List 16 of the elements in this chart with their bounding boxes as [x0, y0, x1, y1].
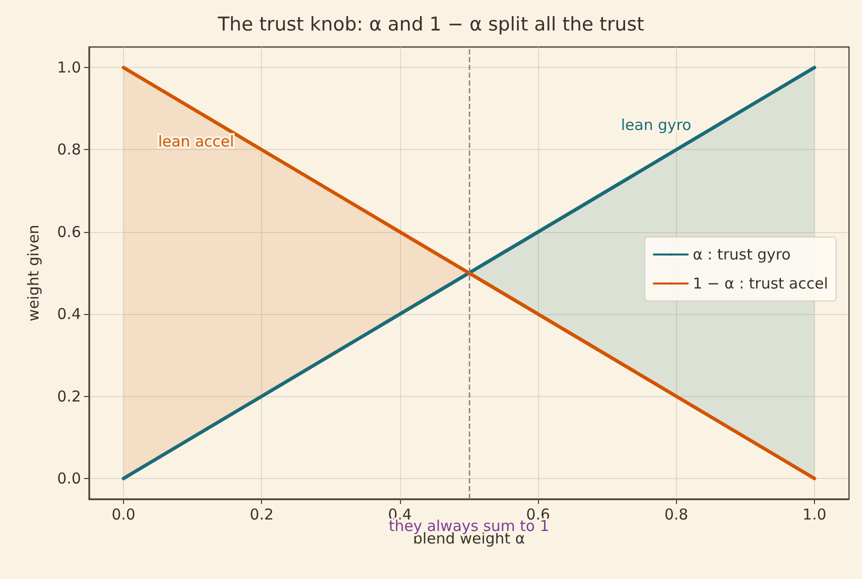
x-tick-label: 0.0: [112, 506, 136, 524]
legend-label: 1 − α : trust accel: [692, 274, 828, 292]
y-tick-label: 1.0: [57, 58, 81, 77]
x-tick-label: 0.8: [664, 506, 688, 524]
annotation: lean gyro: [621, 116, 692, 134]
y-tick-label: 0.0: [57, 469, 81, 488]
x-tick-label: 0.2: [250, 506, 274, 524]
y-tick-label: 0.8: [57, 140, 81, 159]
y-tick-label: 0.2: [57, 387, 81, 406]
y-tick-label: 0.4: [57, 305, 81, 324]
legend-label: α : trust gyro: [692, 246, 791, 264]
y-tick-label: 0.6: [57, 222, 81, 241]
x-tick-label: 1.0: [802, 506, 826, 524]
chart-title: The trust knob: α and 1 − α split all the trust: [216, 14, 644, 36]
annotation: lean accel: [158, 132, 234, 151]
y-axis-title: weight given: [24, 224, 42, 322]
